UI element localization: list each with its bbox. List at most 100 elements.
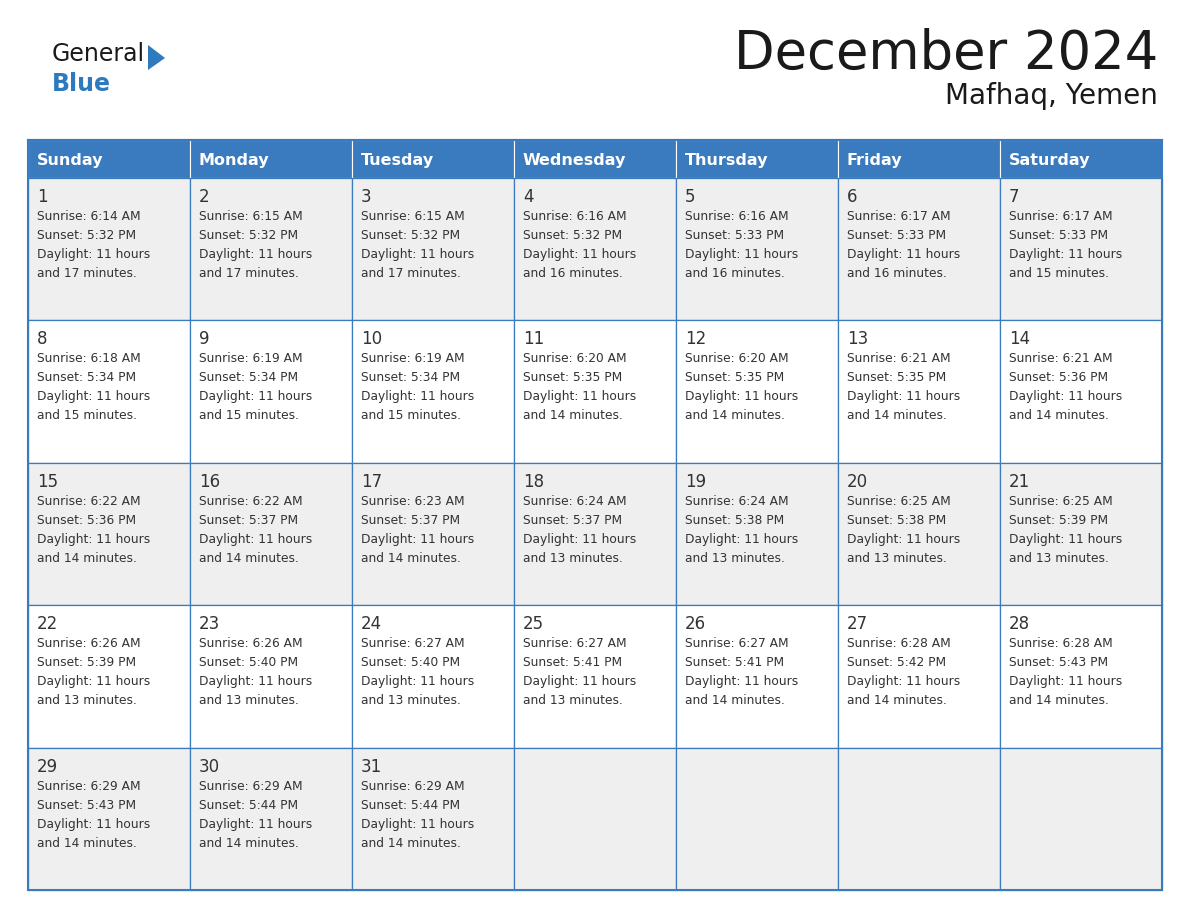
Text: and 14 minutes.: and 14 minutes.	[685, 409, 785, 422]
Text: Sunset: 5:38 PM: Sunset: 5:38 PM	[685, 514, 784, 527]
Text: 5: 5	[685, 188, 695, 206]
Bar	[29, 463, 190, 605]
Text: 2: 2	[200, 188, 209, 206]
Text: 26: 26	[685, 615, 706, 633]
Text: Sunset: 5:38 PM: Sunset: 5:38 PM	[847, 514, 947, 527]
Bar	[1000, 178, 1162, 320]
Text: Daylight: 11 hours: Daylight: 11 hours	[685, 532, 798, 546]
Text: Sunset: 5:44 PM: Sunset: 5:44 PM	[200, 799, 298, 812]
Text: and 16 minutes.: and 16 minutes.	[685, 267, 785, 280]
Text: Sunrise: 6:28 AM: Sunrise: 6:28 AM	[1009, 637, 1113, 650]
Text: Sunset: 5:35 PM: Sunset: 5:35 PM	[523, 372, 623, 385]
Bar	[514, 320, 676, 463]
Bar	[190, 320, 352, 463]
Text: Sunrise: 6:19 AM: Sunrise: 6:19 AM	[361, 353, 465, 365]
Text: Sunset: 5:40 PM: Sunset: 5:40 PM	[361, 656, 460, 669]
Text: Daylight: 11 hours: Daylight: 11 hours	[847, 248, 960, 261]
Text: Daylight: 11 hours: Daylight: 11 hours	[37, 532, 150, 546]
Text: and 13 minutes.: and 13 minutes.	[523, 694, 623, 707]
Text: and 13 minutes.: and 13 minutes.	[847, 552, 947, 565]
Text: Sunrise: 6:29 AM: Sunrise: 6:29 AM	[200, 779, 303, 792]
Text: 10: 10	[361, 330, 383, 349]
Bar	[29, 140, 1162, 890]
Text: Sunrise: 6:22 AM: Sunrise: 6:22 AM	[37, 495, 140, 508]
Text: and 17 minutes.: and 17 minutes.	[361, 267, 461, 280]
Text: December 2024: December 2024	[734, 28, 1158, 80]
Bar	[676, 178, 838, 320]
Bar	[29, 747, 190, 890]
Text: Sunset: 5:34 PM: Sunset: 5:34 PM	[37, 372, 137, 385]
Bar	[352, 747, 514, 890]
Text: Daylight: 11 hours: Daylight: 11 hours	[523, 248, 637, 261]
Text: Daylight: 11 hours: Daylight: 11 hours	[685, 248, 798, 261]
Bar	[1000, 320, 1162, 463]
Bar	[514, 178, 676, 320]
Text: Daylight: 11 hours: Daylight: 11 hours	[200, 676, 312, 688]
Text: Daylight: 11 hours: Daylight: 11 hours	[37, 818, 150, 831]
Text: and 14 minutes.: and 14 minutes.	[200, 836, 299, 849]
Text: and 13 minutes.: and 13 minutes.	[200, 694, 299, 707]
Text: 17: 17	[361, 473, 383, 491]
Text: 15: 15	[37, 473, 58, 491]
Bar	[838, 320, 1000, 463]
Text: 30: 30	[200, 757, 220, 776]
Text: Sunrise: 6:25 AM: Sunrise: 6:25 AM	[1009, 495, 1113, 508]
Text: 1: 1	[37, 188, 48, 206]
Text: Sunrise: 6:27 AM: Sunrise: 6:27 AM	[685, 637, 789, 650]
Text: Sunrise: 6:19 AM: Sunrise: 6:19 AM	[200, 353, 303, 365]
Text: Sunset: 5:32 PM: Sunset: 5:32 PM	[361, 229, 460, 242]
Text: and 14 minutes.: and 14 minutes.	[361, 552, 461, 565]
Bar	[838, 463, 1000, 605]
Text: Daylight: 11 hours: Daylight: 11 hours	[685, 390, 798, 403]
Text: Daylight: 11 hours: Daylight: 11 hours	[361, 248, 474, 261]
Text: 25: 25	[523, 615, 544, 633]
Text: Daylight: 11 hours: Daylight: 11 hours	[37, 390, 150, 403]
Text: Daylight: 11 hours: Daylight: 11 hours	[200, 532, 312, 546]
Bar	[1000, 605, 1162, 747]
Bar	[514, 747, 676, 890]
Text: Thursday: Thursday	[685, 152, 769, 167]
Text: and 16 minutes.: and 16 minutes.	[523, 267, 623, 280]
Text: Daylight: 11 hours: Daylight: 11 hours	[847, 532, 960, 546]
Text: 29: 29	[37, 757, 58, 776]
Bar	[676, 320, 838, 463]
Text: 20: 20	[847, 473, 868, 491]
Text: Daylight: 11 hours: Daylight: 11 hours	[361, 818, 474, 831]
Bar	[1000, 140, 1162, 178]
Text: Sunrise: 6:27 AM: Sunrise: 6:27 AM	[361, 637, 465, 650]
Text: Sunrise: 6:14 AM: Sunrise: 6:14 AM	[37, 210, 140, 223]
Text: 28: 28	[1009, 615, 1030, 633]
Text: Sunrise: 6:21 AM: Sunrise: 6:21 AM	[847, 353, 950, 365]
Text: and 17 minutes.: and 17 minutes.	[200, 267, 299, 280]
Text: and 14 minutes.: and 14 minutes.	[361, 836, 461, 849]
Text: Sunset: 5:32 PM: Sunset: 5:32 PM	[523, 229, 623, 242]
Text: Daylight: 11 hours: Daylight: 11 hours	[200, 390, 312, 403]
Bar	[838, 605, 1000, 747]
Text: Daylight: 11 hours: Daylight: 11 hours	[361, 676, 474, 688]
Text: Sunrise: 6:20 AM: Sunrise: 6:20 AM	[685, 353, 789, 365]
Bar	[29, 605, 190, 747]
Text: Daylight: 11 hours: Daylight: 11 hours	[361, 390, 474, 403]
Text: Daylight: 11 hours: Daylight: 11 hours	[847, 676, 960, 688]
Text: Sunday: Sunday	[37, 152, 103, 167]
Text: Sunrise: 6:23 AM: Sunrise: 6:23 AM	[361, 495, 465, 508]
Text: Daylight: 11 hours: Daylight: 11 hours	[523, 390, 637, 403]
Text: Wednesday: Wednesday	[523, 152, 626, 167]
Text: Sunset: 5:39 PM: Sunset: 5:39 PM	[1009, 514, 1108, 527]
Text: and 16 minutes.: and 16 minutes.	[847, 267, 947, 280]
Text: Sunrise: 6:17 AM: Sunrise: 6:17 AM	[1009, 210, 1113, 223]
Bar	[352, 178, 514, 320]
Text: and 14 minutes.: and 14 minutes.	[685, 694, 785, 707]
Text: 6: 6	[847, 188, 858, 206]
Text: and 14 minutes.: and 14 minutes.	[1009, 409, 1108, 422]
Text: Daylight: 11 hours: Daylight: 11 hours	[523, 532, 637, 546]
Text: Sunrise: 6:22 AM: Sunrise: 6:22 AM	[200, 495, 303, 508]
Text: and 15 minutes.: and 15 minutes.	[200, 409, 299, 422]
Bar	[676, 605, 838, 747]
Text: and 14 minutes.: and 14 minutes.	[1009, 694, 1108, 707]
Text: Sunset: 5:43 PM: Sunset: 5:43 PM	[1009, 656, 1108, 669]
Bar	[29, 320, 190, 463]
Text: 16: 16	[200, 473, 220, 491]
Text: Sunset: 5:34 PM: Sunset: 5:34 PM	[361, 372, 460, 385]
Text: and 13 minutes.: and 13 minutes.	[361, 694, 461, 707]
